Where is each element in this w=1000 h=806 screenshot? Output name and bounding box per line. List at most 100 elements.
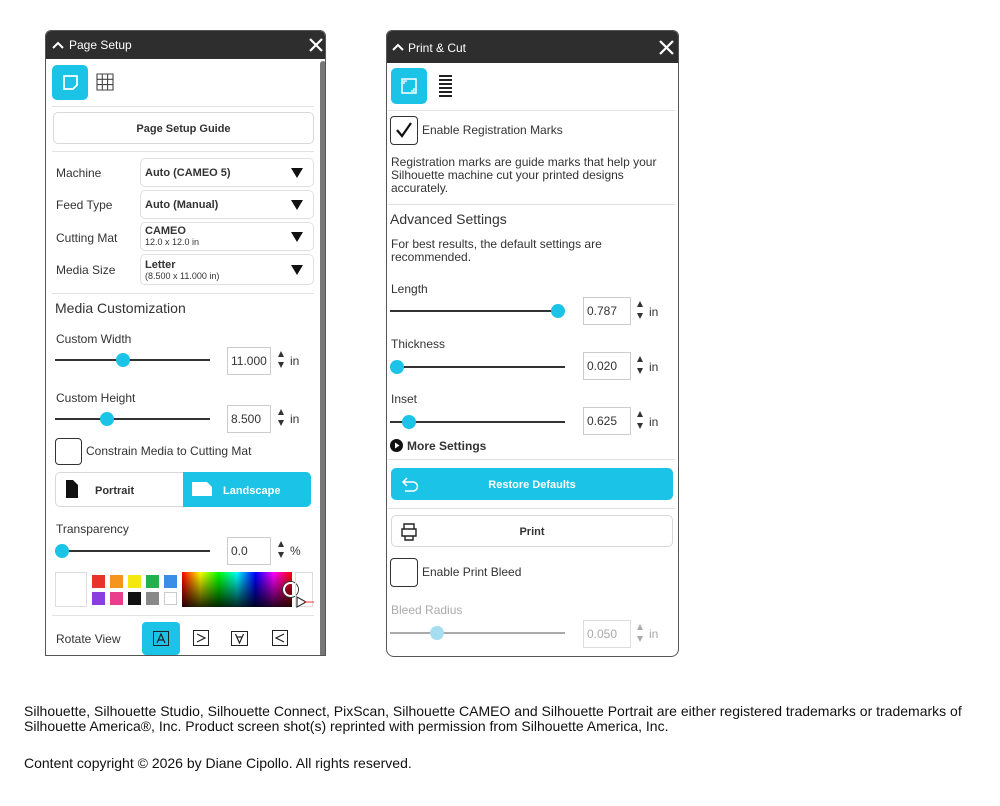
color-picker[interactable] bbox=[283, 582, 298, 597]
slider-knob[interactable] bbox=[551, 304, 565, 318]
checkbox[interactable] bbox=[55, 438, 82, 465]
swatch[interactable] bbox=[92, 592, 105, 605]
unit: in bbox=[649, 360, 659, 374]
slider-label: Custom Height bbox=[56, 391, 136, 405]
decoration bbox=[401, 78, 417, 94]
swatch[interactable] bbox=[110, 575, 123, 588]
expand-icon[interactable] bbox=[390, 439, 403, 452]
swatch[interactable] bbox=[164, 592, 177, 605]
slider-knob bbox=[430, 626, 444, 640]
dropdown-value: Auto (CAMEO 5) bbox=[145, 167, 231, 179]
slider-label: Thickness bbox=[391, 337, 446, 351]
decoration bbox=[274, 633, 285, 643]
decoration bbox=[388, 110, 675, 111]
registration-tab[interactable] bbox=[391, 68, 427, 104]
portrait-label[interactable]: Portrait bbox=[95, 485, 135, 497]
dropdown[interactable] bbox=[140, 158, 314, 187]
close-button[interactable] bbox=[659, 40, 674, 55]
dropdown[interactable] bbox=[140, 222, 314, 251]
collapse-icon[interactable] bbox=[392, 42, 404, 52]
dropdown-detail: (8.500 x 11.000 in) bbox=[145, 271, 220, 281]
slider-track[interactable] bbox=[55, 359, 210, 361]
collapse-icon[interactable] bbox=[52, 40, 64, 50]
print-button[interactable] bbox=[391, 515, 673, 547]
slider-label: Bleed Radius bbox=[391, 603, 463, 617]
button-label: Print bbox=[519, 526, 545, 538]
dropdown-value: CAMEO bbox=[145, 225, 186, 237]
field-label: Cutting Mat bbox=[56, 231, 118, 245]
print-cut-panel: Print & Cut bbox=[386, 30, 679, 657]
input[interactable]: 8.500 bbox=[227, 405, 271, 433]
decoration bbox=[401, 78, 417, 94]
input[interactable]: 0.625 bbox=[583, 407, 631, 435]
decoration bbox=[192, 482, 212, 496]
current-color[interactable] bbox=[55, 572, 87, 607]
swatch[interactable] bbox=[128, 592, 141, 605]
decoration bbox=[396, 122, 412, 138]
slider-knob[interactable] bbox=[55, 544, 69, 558]
slider-knob[interactable] bbox=[390, 360, 404, 374]
checkbox-label: Enable Print Bleed bbox=[422, 565, 522, 579]
decoration bbox=[637, 301, 643, 307]
landscape-label[interactable]: Landscape bbox=[223, 485, 281, 497]
rotate-0[interactable] bbox=[142, 622, 180, 655]
unit: % bbox=[290, 544, 301, 558]
swatch[interactable] bbox=[146, 575, 159, 588]
opacity-swatch[interactable] bbox=[295, 572, 313, 607]
field-label: Feed Type bbox=[56, 198, 113, 212]
grid-tab[interactable] bbox=[96, 73, 114, 91]
decoration bbox=[153, 631, 169, 646]
guide-button[interactable] bbox=[53, 112, 314, 144]
dropdown[interactable] bbox=[140, 190, 314, 219]
checkbox[interactable] bbox=[390, 558, 418, 587]
decoration bbox=[196, 633, 207, 643]
dropdown[interactable] bbox=[140, 254, 314, 285]
close-button[interactable] bbox=[309, 38, 323, 52]
decoration bbox=[291, 232, 303, 242]
swatch[interactable] bbox=[146, 592, 159, 605]
rotate-270[interactable] bbox=[272, 630, 288, 646]
slider-knob[interactable] bbox=[100, 412, 114, 426]
more-settings[interactable]: More Settings bbox=[407, 439, 487, 453]
decoration bbox=[309, 38, 323, 52]
color-spectrum[interactable] bbox=[182, 572, 292, 607]
swatch[interactable] bbox=[92, 575, 105, 588]
page-tab[interactable] bbox=[52, 65, 88, 100]
decoration bbox=[96, 73, 114, 91]
panel-header: Page Setup bbox=[46, 31, 325, 59]
decoration bbox=[231, 631, 248, 646]
rotate-90[interactable] bbox=[193, 630, 209, 646]
scrollbar[interactable] bbox=[320, 61, 325, 655]
slider-track[interactable] bbox=[390, 421, 565, 423]
checkbox-checked[interactable] bbox=[390, 116, 418, 145]
decoration bbox=[401, 523, 417, 541]
unit: in bbox=[290, 354, 300, 368]
input[interactable]: 0.020 bbox=[583, 352, 631, 380]
restore-button[interactable] bbox=[391, 468, 673, 500]
unit: in bbox=[649, 305, 659, 319]
dropdown-detail: 12.0 x 12.0 in bbox=[145, 237, 200, 247]
slider-track[interactable] bbox=[55, 550, 210, 552]
decoration bbox=[278, 409, 284, 415]
decoration bbox=[395, 442, 400, 449]
decoration bbox=[439, 75, 452, 97]
input[interactable]: 11.000 bbox=[227, 347, 271, 375]
decoration bbox=[192, 482, 212, 496]
slider-knob[interactable] bbox=[402, 415, 416, 429]
rotate-180[interactable] bbox=[231, 631, 248, 646]
dropdown-value: Auto (Manual) bbox=[145, 199, 219, 211]
input[interactable]: 0.0 bbox=[227, 537, 271, 565]
button-label: Page Setup Guide bbox=[136, 123, 231, 135]
settings-tab[interactable] bbox=[439, 75, 452, 97]
slider-label: Length bbox=[391, 282, 428, 296]
decoration bbox=[637, 624, 643, 630]
slider-track[interactable] bbox=[390, 310, 565, 312]
swatch[interactable] bbox=[164, 575, 177, 588]
slider-track[interactable] bbox=[55, 418, 210, 420]
input[interactable]: 0.787 bbox=[583, 297, 631, 325]
slider-knob[interactable] bbox=[116, 353, 130, 367]
slider-track[interactable] bbox=[390, 366, 565, 368]
swatch[interactable] bbox=[128, 575, 141, 588]
swatch[interactable] bbox=[110, 592, 123, 605]
